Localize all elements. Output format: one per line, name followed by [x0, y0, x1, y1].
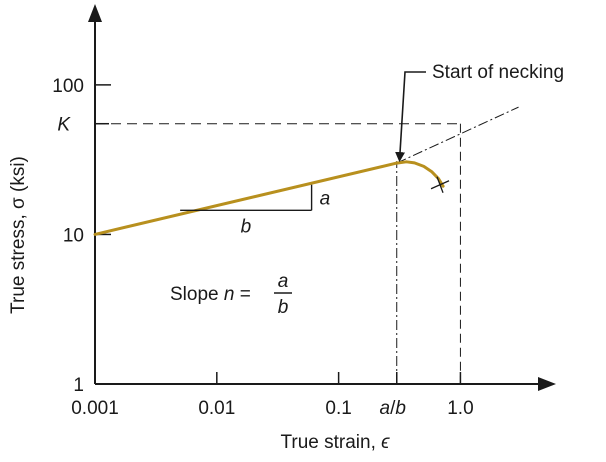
- necking-leader: [395, 71, 426, 163]
- y-marker-label: K: [57, 115, 71, 136]
- necking-annotation: Start of necking: [432, 62, 564, 83]
- x-tick-label: 0.001: [71, 398, 119, 419]
- x-axis-arrow: [538, 377, 556, 391]
- y-tick-label: 1: [73, 375, 84, 396]
- fracture-mark: [436, 176, 444, 193]
- y-axis-arrow: [88, 4, 102, 22]
- x-marker-label: a/b: [380, 398, 406, 419]
- slope-numerator: a: [278, 271, 289, 292]
- slope-denominator: b: [278, 297, 289, 318]
- slope-prefix: Slope n =: [170, 284, 251, 305]
- x-tick-label: 0.1: [325, 398, 351, 419]
- extrapolation-line: [396, 106, 519, 164]
- flow-curve-line: [93, 161, 399, 236]
- x-tick-label: 1.0: [447, 398, 473, 419]
- slope-rise-label: a: [320, 189, 331, 210]
- slope-equation: Slope n = a b: [170, 271, 292, 318]
- slope-run-label: b: [241, 216, 252, 237]
- y-tick-label: 10: [63, 225, 84, 246]
- y-axis-label: True stress, σ (ksi): [8, 156, 29, 314]
- x-axis-label: True strain, ϵ: [280, 432, 390, 453]
- x-tick-label: 0.01: [198, 398, 235, 419]
- necking-curve-line: [395, 160, 445, 188]
- y-tick-label: 100: [52, 76, 84, 97]
